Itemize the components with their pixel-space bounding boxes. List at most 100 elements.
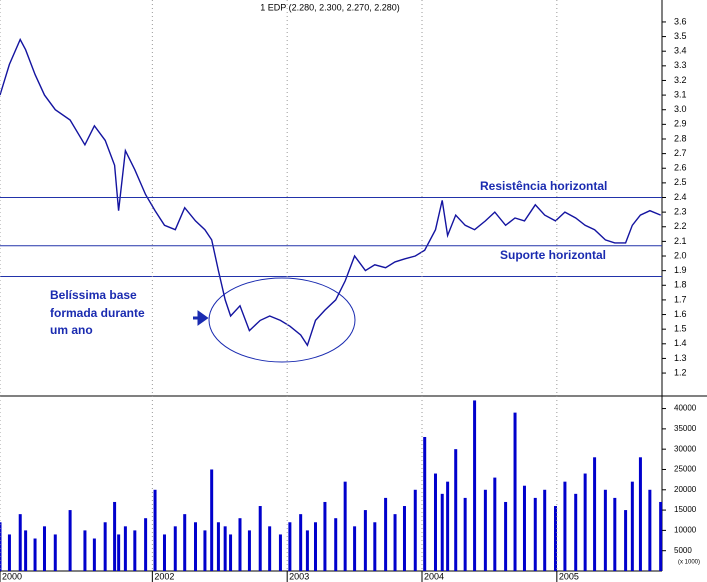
- y-tick-label: 10000: [674, 525, 697, 534]
- volume-bar: [210, 469, 214, 571]
- annotation: Belíssima base: [50, 288, 137, 302]
- volume-bar: [68, 510, 72, 571]
- volume-bar: [393, 514, 397, 571]
- volume-bar: [278, 534, 282, 571]
- volume-bar: [103, 522, 107, 571]
- volume-bar: [363, 510, 367, 571]
- volume-bar: [123, 526, 127, 571]
- volume-bar: [543, 489, 547, 571]
- volume-bar: [144, 518, 148, 571]
- y-tick-label: 2.1: [674, 236, 687, 246]
- chart-title: 1 EDP (2.280, 2.300, 2.270, 2.280): [260, 2, 399, 12]
- y-tick-label: 2.6: [674, 163, 687, 173]
- volume-bar: [553, 506, 557, 571]
- volume-bar: [433, 473, 437, 571]
- annotation: um ano: [50, 323, 93, 337]
- price-line: [0, 37, 661, 347]
- volume-bar: [7, 534, 11, 571]
- y-tick-label: 35000: [674, 424, 697, 433]
- volume-bar: [92, 538, 96, 571]
- x-tick-label: 2003: [289, 571, 309, 581]
- volume-bar: [268, 526, 272, 571]
- volume-bar: [423, 436, 427, 571]
- volume-bar: [563, 481, 567, 571]
- y-tick-label: 2.8: [674, 133, 687, 143]
- volume-bar: [638, 457, 642, 571]
- volume-bar: [299, 514, 303, 571]
- volume-bar: [247, 530, 251, 571]
- volume-bar: [504, 501, 508, 571]
- volume-bar: [305, 530, 309, 571]
- volume-bar: [83, 530, 87, 571]
- y-tick-label: 1.5: [674, 324, 687, 334]
- x-tick-label: 2000: [2, 571, 22, 581]
- y-tick-label: 3.6: [674, 16, 687, 26]
- volume-bar: [193, 522, 197, 571]
- y-tick-label: 3.3: [674, 60, 687, 70]
- y-tick-label: 20000: [674, 485, 697, 494]
- y-tick-label: 3.5: [674, 31, 687, 41]
- base-ellipse: [208, 277, 356, 363]
- volume-bar: [133, 530, 137, 571]
- volume-bar: [630, 481, 634, 571]
- y-tick-label: 30000: [674, 444, 697, 453]
- unit-label: (x 1000): [678, 560, 700, 566]
- y-tick-label: 1.6: [674, 309, 687, 319]
- y-tick-label: 5000: [674, 546, 692, 555]
- volume-bar: [473, 400, 477, 571]
- volume-bar: [533, 497, 537, 571]
- volume-bar: [334, 518, 338, 571]
- y-tick-label: 1.4: [674, 338, 687, 348]
- volume-bar: [183, 514, 187, 571]
- volume-bar: [413, 489, 417, 571]
- y-tick-label: 2.2: [674, 221, 687, 231]
- volume-bar: [343, 481, 347, 571]
- y-tick-label: 3.1: [674, 89, 687, 99]
- volume-bar: [113, 501, 117, 571]
- y-tick-label: 3.0: [674, 104, 687, 114]
- y-tick-label: 1.7: [674, 294, 687, 304]
- volume-bar: [323, 501, 327, 571]
- volume-bar: [454, 449, 458, 571]
- volume-bar: [117, 534, 121, 571]
- volume-bar: [153, 489, 157, 571]
- volume-bar: [446, 481, 450, 571]
- volume-bar: [288, 522, 292, 571]
- volume-bar: [216, 522, 220, 571]
- volume-bar: [402, 506, 406, 571]
- y-tick-label: 3.4: [674, 46, 687, 56]
- volume-bar: [384, 497, 388, 571]
- volume-bar: [593, 457, 597, 571]
- y-tick-label: 1.2: [674, 367, 687, 377]
- volume-bar: [162, 534, 166, 571]
- volume-bar: [42, 526, 46, 571]
- y-tick-label: 1.9: [674, 265, 687, 275]
- x-tick-label: 2004: [424, 571, 444, 581]
- volume-bar: [223, 526, 227, 571]
- y-tick-label: 2.4: [674, 192, 687, 202]
- volume-bar: [238, 518, 242, 571]
- volume-bar: [513, 412, 517, 571]
- volume-bar: [53, 534, 57, 571]
- volume-bar: [229, 534, 233, 571]
- volume-bar: [313, 522, 317, 571]
- y-tick-label: 1.3: [674, 353, 687, 363]
- y-tick-label: 2.3: [674, 207, 687, 217]
- volume-bar: [483, 489, 487, 571]
- x-tick-label: 2002: [154, 571, 174, 581]
- volume-bar: [574, 493, 578, 571]
- volume-bar: [522, 485, 526, 571]
- y-tick-label: 40000: [674, 404, 697, 413]
- volume-bar: [624, 510, 628, 571]
- volume-bar: [0, 522, 2, 571]
- y-tick-label: 2.5: [674, 177, 687, 187]
- volume-bar: [258, 506, 262, 571]
- volume-bar: [18, 514, 22, 571]
- y-tick-label: 2.9: [674, 119, 687, 129]
- arrow: [193, 310, 209, 326]
- volume-bar: [373, 522, 377, 571]
- y-tick-label: 2.7: [674, 148, 687, 158]
- volume-bar: [203, 530, 207, 571]
- y-tick-label: 3.2: [674, 75, 687, 85]
